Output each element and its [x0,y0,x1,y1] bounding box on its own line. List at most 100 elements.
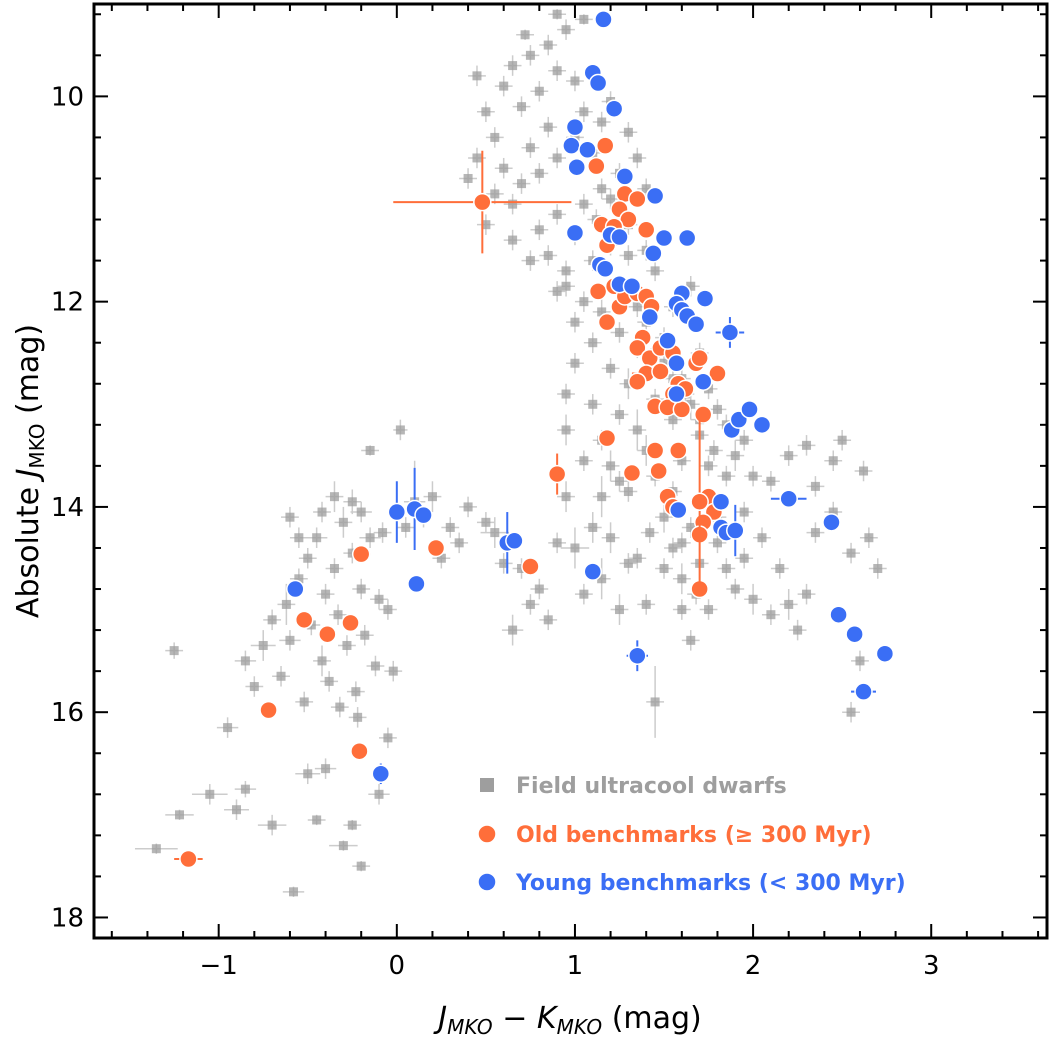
benchmark-marker [693,372,713,391]
data-points-layer [134,9,895,897]
field-point [628,147,647,169]
benchmark-marker [286,579,305,599]
field-marker [784,599,794,609]
field-marker [401,522,411,532]
young-benchmark-point [845,624,864,644]
old-benchmark-point [649,461,668,481]
field-point [548,147,567,169]
benchmark-marker [645,441,665,460]
field-marker [614,410,624,420]
field-marker [370,661,380,671]
field-marker [552,153,562,163]
field-marker [579,589,589,599]
field-marker [855,656,865,666]
field-marker [312,815,322,825]
field-marker [499,81,509,91]
field-marker [525,143,535,153]
benchmark-marker [521,557,540,576]
y-tick-label: 10 [51,82,84,112]
young-benchmark-point [667,353,686,373]
field-point [379,599,397,620]
young-benchmark-point [693,372,713,391]
field-marker [828,456,838,466]
field-marker [730,451,740,461]
benchmark-marker [594,10,613,29]
field-marker [859,466,869,476]
young-benchmark-point [640,307,660,327]
field-marker [570,358,580,368]
field-marker [347,820,357,830]
field-marker [552,209,562,219]
x-tick-label: −1 [200,951,238,981]
field-marker [329,564,339,574]
field-point [726,440,745,471]
field-point [459,496,477,518]
field-marker [802,440,812,450]
field-point [314,758,337,779]
field-marker [632,153,642,163]
old-benchmark-point [597,428,617,448]
field-point [295,763,321,785]
field-point [557,481,575,513]
series-0 [134,9,887,897]
field-point [574,291,593,312]
y-axis-label: Absolute JMKO (mag) [11,324,49,618]
field-marker [329,492,339,502]
benchmark-marker [669,441,688,460]
field-point [664,537,682,559]
x-tick-label: 2 [745,951,762,981]
young-benchmark-point [645,186,665,206]
field-marker [347,497,357,507]
field-marker [517,102,527,112]
field-point [770,558,789,579]
field-marker [205,789,215,799]
benchmark-marker [752,415,772,435]
field-point [797,435,816,456]
young-benchmark-point [726,504,745,557]
field-point [761,604,780,625]
field-point [735,547,754,569]
field-point [859,527,878,548]
young-benchmark-point [686,314,706,334]
field-marker [810,481,820,491]
field-marker [632,302,642,312]
field-point [854,460,873,482]
field-marker [552,9,562,19]
benchmark-marker [667,384,686,404]
field-point [476,101,495,123]
field-marker [704,461,714,471]
field-point [548,9,567,20]
young-benchmark-point [822,513,841,532]
field-marker [579,199,589,209]
field-marker [303,769,313,779]
young-benchmark-point [565,117,585,137]
field-point [503,229,522,251]
field-marker [321,764,331,774]
field-point [530,163,549,184]
field-marker [784,451,794,461]
field-point [234,650,257,672]
field-point [717,465,736,487]
field-point [330,696,349,718]
field-point [355,624,374,646]
field-marker [561,281,571,291]
field-point [672,532,691,554]
field-marker [828,507,838,517]
x-tick-label: 0 [389,951,406,981]
field-marker [721,471,731,481]
benchmark-marker [628,646,647,665]
benchmark-marker [628,372,647,391]
field-marker [632,553,642,563]
x-label-unit: (mag) [602,1001,702,1036]
field-point [637,594,656,615]
field-marker [508,625,518,635]
field-point [494,553,513,574]
field-marker [570,543,580,553]
field-point [610,471,629,492]
field-marker [650,697,660,707]
benchmark-marker [604,99,624,118]
legend-marker-young [477,872,497,892]
field-point [592,111,611,133]
legend-label-old: Old benchmarks (≥ 300 Myr) [516,823,872,848]
field-point [343,489,362,515]
